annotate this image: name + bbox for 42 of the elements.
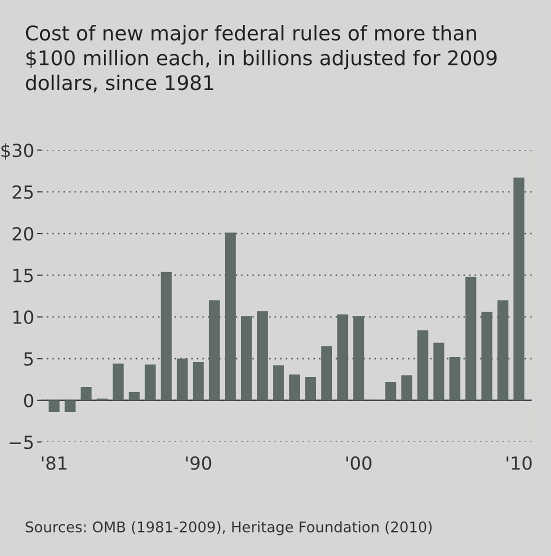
bar	[192, 362, 204, 400]
bar	[385, 382, 396, 400]
bar	[289, 374, 300, 400]
bar	[144, 364, 156, 400]
bar	[48, 400, 60, 412]
bar	[417, 330, 428, 400]
bar	[224, 232, 236, 400]
bar	[481, 312, 492, 400]
y-tick-label: $30	[1, 143, 34, 160]
bar	[160, 272, 172, 400]
bar	[176, 358, 188, 400]
y-tick-label: 15	[13, 268, 33, 282]
x-tick-label: '10	[506, 456, 532, 470]
bar	[433, 342, 444, 400]
bar	[80, 386, 92, 400]
bar	[273, 365, 284, 400]
bar	[241, 316, 252, 400]
bar	[321, 346, 332, 400]
y-tick-label: −5	[10, 436, 33, 450]
bar	[497, 300, 508, 400]
y-tick-label: 25	[12, 185, 33, 199]
bar	[513, 178, 524, 400]
y-tick-label: 10	[13, 310, 34, 324]
bar	[353, 316, 364, 400]
y-tick-label: 5	[24, 352, 33, 366]
bar	[112, 364, 124, 400]
bar	[337, 314, 348, 400]
bar	[128, 392, 140, 400]
bar	[465, 276, 476, 400]
x-tick-label: '81	[42, 456, 66, 470]
bar	[401, 375, 412, 400]
bar	[208, 300, 220, 400]
bar	[305, 376, 316, 400]
y-tick-label: 20	[12, 226, 34, 241]
source-note: Sources: OMB (1981-2009), Heritage Foundation (2010)	[26, 521, 432, 536]
chart-title: Cost of new major federal rules of more than $100 million each, in billions adjusted for 2009 dollars, since 1981	[26, 25, 497, 92]
x-tick-label: '00	[346, 456, 372, 470]
bar	[64, 400, 76, 412]
y-tick-label: 0	[24, 394, 34, 408]
x-tick-label: '90	[186, 456, 212, 470]
bar	[449, 356, 460, 400]
bar	[257, 311, 268, 400]
